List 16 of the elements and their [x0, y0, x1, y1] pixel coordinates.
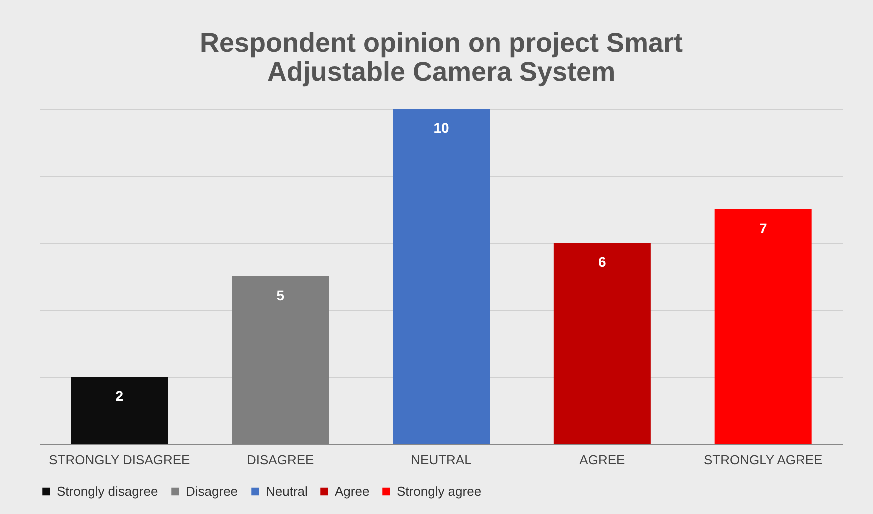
x-tick-label: STRONGLY AGREE: [704, 452, 824, 468]
data-label: 2: [116, 388, 124, 404]
legend-label: Neutral: [266, 484, 308, 499]
data-label: 5: [276, 288, 285, 304]
data-label: 6: [598, 254, 607, 270]
legend-label: Strongly agree: [397, 484, 482, 499]
x-tick-label: NEUTRAL: [411, 452, 472, 468]
data-label: 10: [434, 120, 450, 136]
legend-label: Disagree: [186, 484, 238, 499]
x-tick-label: AGREE: [580, 452, 626, 468]
chart-title: Respondent opinion on project Smart Adjustable Camera System: [200, 28, 684, 87]
x-tick-label: DISAGREE: [246, 452, 314, 468]
legend-label: Agree: [335, 484, 370, 499]
legend-label: Strongly disagree: [57, 484, 158, 499]
data-label: 7: [759, 220, 768, 236]
x-tick-label: STRONGLY DISAGREE: [49, 452, 191, 468]
